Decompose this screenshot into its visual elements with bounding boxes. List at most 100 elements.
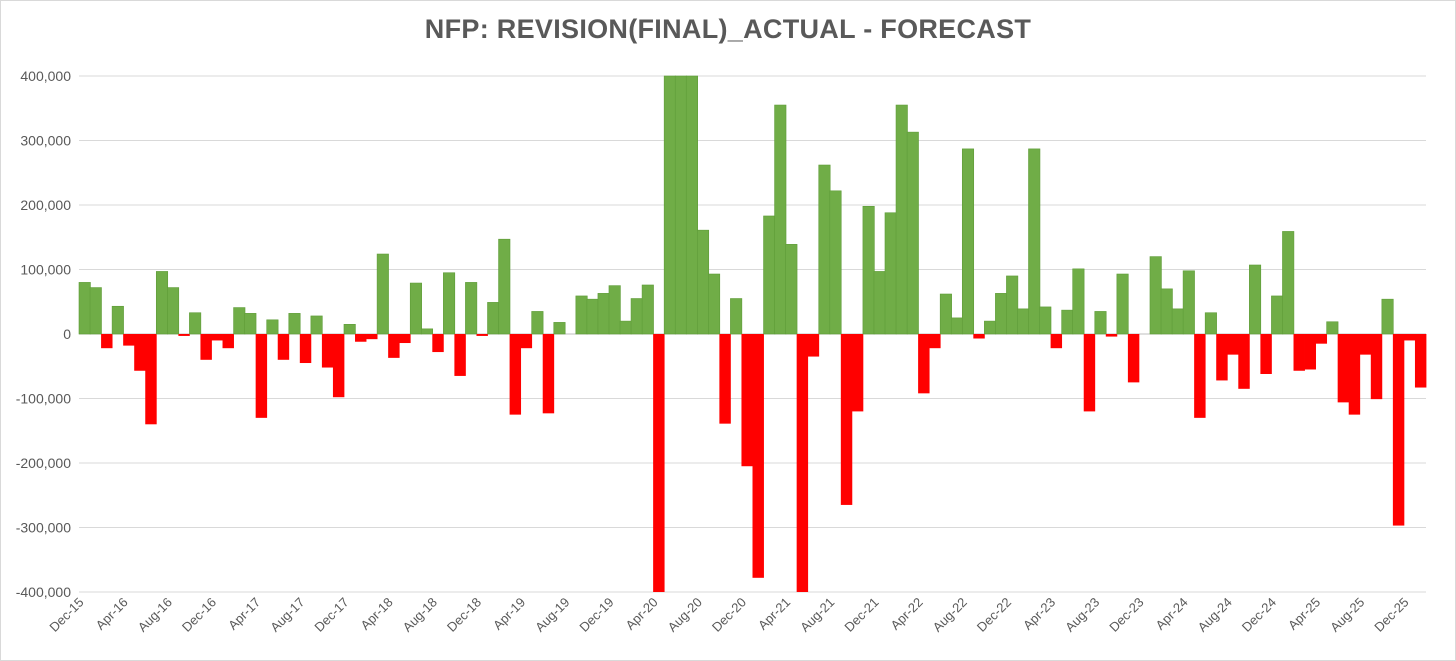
bar bbox=[1094, 311, 1107, 335]
bar bbox=[608, 285, 621, 335]
bar bbox=[399, 334, 411, 344]
x-tick-label: Apr-23 bbox=[1020, 595, 1058, 633]
bar bbox=[123, 334, 135, 346]
x-tick-label: Apr-21 bbox=[755, 595, 793, 633]
bar bbox=[255, 334, 268, 418]
bar bbox=[575, 295, 588, 335]
bar bbox=[244, 313, 257, 335]
bar bbox=[310, 315, 323, 335]
x-tick-label: Aug-16 bbox=[135, 595, 175, 635]
x-tick-label: Aug-20 bbox=[665, 595, 705, 635]
bar bbox=[520, 334, 533, 349]
bar bbox=[1216, 334, 1228, 381]
x-tick-label: Apr-24 bbox=[1153, 595, 1191, 633]
bars bbox=[78, 75, 1427, 592]
x-tick-label: Dec-16 bbox=[179, 595, 219, 635]
bar bbox=[553, 322, 566, 335]
y-tick-label: -100,000 bbox=[16, 391, 71, 407]
bar bbox=[200, 334, 212, 360]
bar bbox=[1017, 308, 1030, 335]
x-tick-label: Aug-17 bbox=[267, 595, 307, 635]
x-tick-label: Apr-16 bbox=[93, 595, 131, 633]
bar bbox=[222, 334, 234, 349]
bar bbox=[1238, 334, 1250, 389]
bar bbox=[774, 104, 787, 335]
bar bbox=[995, 293, 1008, 335]
x-tick-label: Apr-25 bbox=[1285, 595, 1323, 633]
bar bbox=[542, 334, 555, 414]
chart-title: NFP: REVISION(FINAL)_ACTUAL - FORECAST bbox=[424, 14, 1032, 44]
bar bbox=[763, 215, 776, 335]
bar bbox=[1050, 334, 1063, 349]
bar bbox=[1083, 334, 1096, 412]
bar bbox=[1171, 308, 1184, 335]
bar bbox=[1414, 334, 1427, 388]
bar bbox=[785, 244, 798, 335]
bar bbox=[211, 334, 223, 341]
bar bbox=[1149, 256, 1162, 335]
bar bbox=[1348, 334, 1361, 415]
x-tick-label: Aug-19 bbox=[532, 595, 572, 635]
x-tick-label: Aug-24 bbox=[1195, 595, 1235, 635]
bar bbox=[89, 287, 102, 335]
bar bbox=[1370, 334, 1383, 400]
bar bbox=[685, 75, 698, 335]
y-tick-label: 400,000 bbox=[20, 68, 71, 84]
bar bbox=[376, 253, 389, 335]
bar bbox=[78, 282, 91, 335]
bar bbox=[134, 334, 146, 371]
x-tick-label: Aug-18 bbox=[400, 595, 440, 635]
bar bbox=[443, 272, 456, 335]
bar bbox=[266, 319, 279, 335]
y-tick-label: 300,000 bbox=[20, 133, 71, 149]
bar bbox=[939, 293, 952, 335]
bar bbox=[178, 334, 190, 336]
bar bbox=[409, 282, 422, 335]
bar bbox=[487, 302, 500, 335]
bar bbox=[918, 334, 930, 394]
bar bbox=[432, 334, 444, 353]
bar bbox=[1359, 334, 1372, 355]
x-tick-label: Apr-20 bbox=[623, 595, 661, 633]
x-tick-label: Dec-15 bbox=[46, 595, 86, 635]
bar bbox=[1392, 334, 1405, 526]
bar bbox=[1326, 321, 1339, 335]
bar bbox=[1182, 270, 1195, 335]
bar bbox=[145, 334, 157, 425]
bar bbox=[1127, 334, 1140, 383]
x-axis-tick-labels: Dec-15 Apr-16 Aug-16 Dec-16 Apr-17 Aug-17 Dec-… bbox=[46, 595, 1411, 635]
bar bbox=[973, 334, 985, 339]
bar bbox=[1282, 231, 1295, 335]
bar bbox=[719, 334, 731, 424]
x-tick-label: Dec-20 bbox=[709, 595, 749, 635]
y-tick-label: -400,000 bbox=[16, 584, 71, 600]
bar bbox=[1260, 334, 1272, 374]
bar bbox=[288, 313, 301, 335]
bar bbox=[465, 282, 478, 335]
bar bbox=[840, 334, 853, 505]
x-tick-label: Apr-22 bbox=[888, 595, 926, 633]
bar bbox=[1039, 306, 1052, 335]
bar bbox=[663, 75, 676, 335]
bar bbox=[1028, 148, 1041, 335]
bar bbox=[674, 75, 687, 335]
bar bbox=[696, 229, 710, 335]
y-tick-label: 200,000 bbox=[20, 197, 71, 213]
bar bbox=[1381, 298, 1394, 335]
bar bbox=[984, 320, 997, 335]
bar bbox=[233, 307, 246, 335]
bar bbox=[752, 334, 764, 578]
bar bbox=[498, 238, 511, 335]
y-tick-label: 100,000 bbox=[20, 262, 71, 278]
y-tick-label: 0 bbox=[63, 326, 71, 342]
bar bbox=[1061, 309, 1074, 335]
bar bbox=[167, 287, 180, 335]
bar bbox=[1204, 312, 1217, 335]
bar bbox=[189, 312, 202, 335]
bar bbox=[741, 334, 753, 467]
bar bbox=[796, 334, 809, 592]
bar bbox=[884, 212, 897, 335]
bar bbox=[1105, 334, 1118, 337]
bar bbox=[929, 334, 941, 349]
